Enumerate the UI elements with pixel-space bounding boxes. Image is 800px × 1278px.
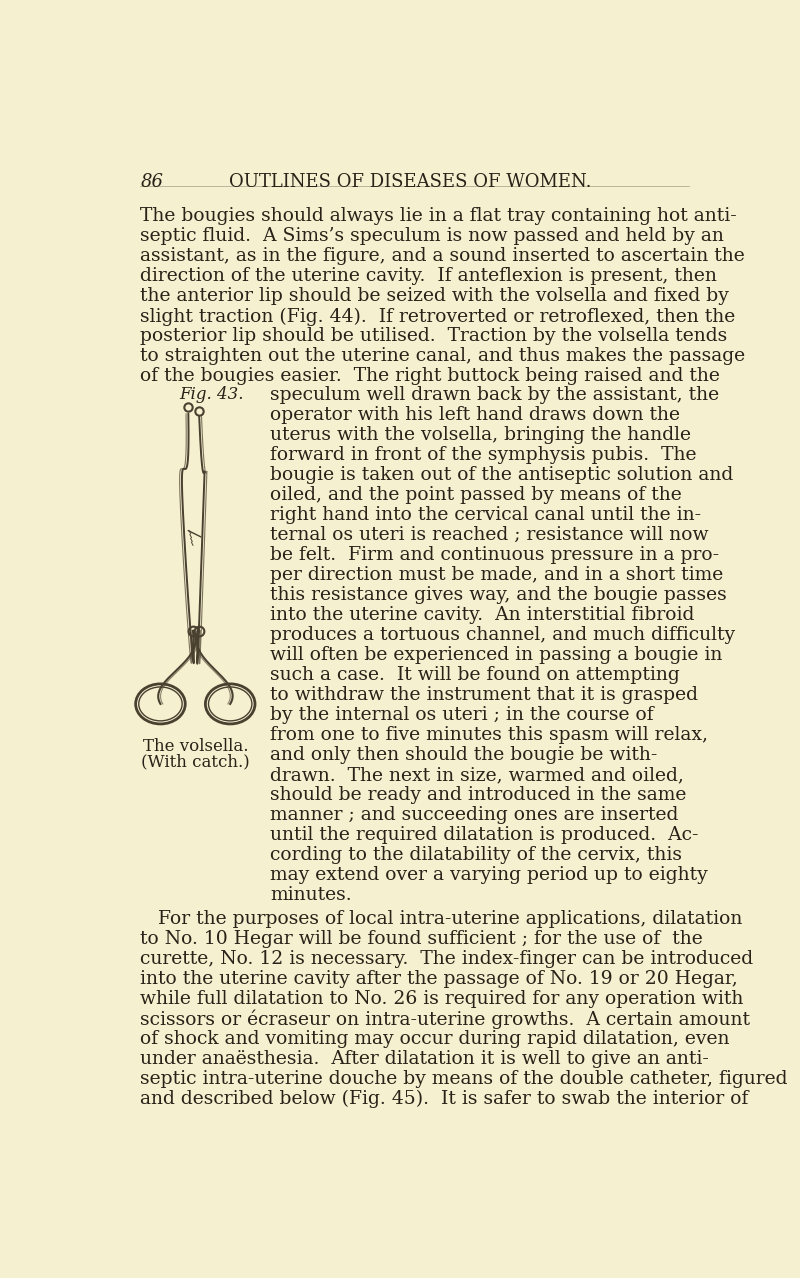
Text: from one to five minutes this spasm will relax,: from one to five minutes this spasm will… bbox=[270, 726, 709, 744]
Text: drawn.  The next in size, warmed and oiled,: drawn. The next in size, warmed and oile… bbox=[270, 767, 684, 785]
Text: while full dilatation to No. 26 is required for any operation with: while full dilatation to No. 26 is requi… bbox=[140, 989, 744, 1007]
Text: such a case.  It will be found on attempting: such a case. It will be found on attempt… bbox=[270, 666, 680, 684]
Text: operator with his left hand draws down the: operator with his left hand draws down t… bbox=[270, 406, 681, 424]
Text: the anterior lip should be seized with the volsella and fixed by: the anterior lip should be seized with t… bbox=[140, 288, 729, 305]
Text: by the internal os uteri ; in the course of: by the internal os uteri ; in the course… bbox=[270, 707, 654, 725]
Text: and only then should the bougie be with-: and only then should the bougie be with- bbox=[270, 746, 658, 764]
Text: slight traction (Fig. 44).  If retroverted or retroflexed, then the: slight traction (Fig. 44). If retroverte… bbox=[140, 308, 735, 326]
Text: OUTLINES OF DISEASES OF WOMEN.: OUTLINES OF DISEASES OF WOMEN. bbox=[229, 174, 591, 192]
Text: forward in front of the symphysis pubis.  The: forward in front of the symphysis pubis.… bbox=[270, 446, 697, 464]
Text: (With catch.): (With catch.) bbox=[141, 753, 250, 771]
Text: cording to the dilatability of the cervix, this: cording to the dilatability of the cervi… bbox=[270, 846, 682, 864]
Text: posterior lip should be utilised.  Traction by the volsella tends: posterior lip should be utilised. Tracti… bbox=[140, 327, 727, 345]
Text: produces a tortuous channel, and much difficulty: produces a tortuous channel, and much di… bbox=[270, 626, 736, 644]
Text: into the uterine cavity.  An interstitial fibroid: into the uterine cavity. An interstitial… bbox=[270, 606, 695, 624]
Text: to No. 10 Hegar will be found sufficient ; for the use of  the: to No. 10 Hegar will be found sufficient… bbox=[140, 929, 703, 947]
Text: of the bougies easier.  The right buttock being raised and the: of the bougies easier. The right buttock… bbox=[140, 367, 720, 386]
Text: this resistance gives way, and the bougie passes: this resistance gives way, and the bougi… bbox=[270, 587, 727, 604]
Text: should be ready and introduced in the same: should be ready and introduced in the sa… bbox=[270, 786, 687, 804]
Text: per direction must be made, and in a short time: per direction must be made, and in a sho… bbox=[270, 566, 724, 584]
Text: to straighten out the uterine canal, and thus makes the passage: to straighten out the uterine canal, and… bbox=[140, 348, 746, 366]
Text: Fig. 43.: Fig. 43. bbox=[179, 386, 243, 403]
Text: minutes.: minutes. bbox=[270, 887, 352, 905]
Text: be felt.  Firm and continuous pressure in a pro-: be felt. Firm and continuous pressure in… bbox=[270, 546, 720, 564]
Text: right hand into the cervical canal until the in-: right hand into the cervical canal until… bbox=[270, 506, 702, 524]
Text: The volsella.: The volsella. bbox=[142, 737, 248, 755]
Text: septic fluid.  A Sims’s speculum is now passed and held by an: septic fluid. A Sims’s speculum is now p… bbox=[140, 227, 724, 245]
Text: oiled, and the point passed by means of the: oiled, and the point passed by means of … bbox=[270, 486, 682, 504]
Text: The bougies should always lie in a flat tray containing hot anti-: The bougies should always lie in a flat … bbox=[140, 207, 737, 225]
Text: to withdraw the instrument that it is grasped: to withdraw the instrument that it is gr… bbox=[270, 686, 698, 704]
Text: assistant, as in the figure, and a sound inserted to ascertain the: assistant, as in the figure, and a sound… bbox=[140, 248, 745, 266]
Text: speculum well drawn back by the assistant, the: speculum well drawn back by the assistan… bbox=[270, 386, 720, 404]
Text: until the required dilatation is produced.  Ac-: until the required dilatation is produce… bbox=[270, 827, 699, 845]
Text: under anaësthesia.  After dilatation it is well to give an anti-: under anaësthesia. After dilatation it i… bbox=[140, 1049, 709, 1067]
Text: direction of the uterine cavity.  If anteflexion is present, then: direction of the uterine cavity. If ante… bbox=[140, 267, 717, 285]
Text: into the uterine cavity after the passage of No. 19 or 20 Hegar,: into the uterine cavity after the passag… bbox=[140, 970, 738, 988]
Text: curette, No. 12 is necessary.  The index-finger can be introduced: curette, No. 12 is necessary. The index-… bbox=[140, 950, 754, 967]
Text: scissors or écraseur on intra-uterine growths.  A certain amount: scissors or écraseur on intra-uterine gr… bbox=[140, 1010, 750, 1029]
Text: and described below (Fig. 45).  It is safer to swab the interior of: and described below (Fig. 45). It is saf… bbox=[140, 1090, 749, 1108]
Text: septic intra-uterine douche by means of the double catheter, figured: septic intra-uterine douche by means of … bbox=[140, 1070, 788, 1088]
Text: may extend over a varying period up to eighty: may extend over a varying period up to e… bbox=[270, 866, 708, 884]
Text: ternal os uteri is reached ; resistance will now: ternal os uteri is reached ; resistance … bbox=[270, 527, 709, 544]
Text: bougie is taken out of the antiseptic solution and: bougie is taken out of the antiseptic so… bbox=[270, 466, 734, 484]
Text: of shock and vomiting may occur during rapid dilatation, even: of shock and vomiting may occur during r… bbox=[140, 1030, 730, 1048]
Text: will often be experienced in passing a bougie in: will often be experienced in passing a b… bbox=[270, 647, 723, 665]
Text: 86: 86 bbox=[140, 174, 163, 192]
Text: uterus with the volsella, bringing the handle: uterus with the volsella, bringing the h… bbox=[270, 426, 691, 443]
Text: For the purposes of local intra-uterine applications, dilatation: For the purposes of local intra-uterine … bbox=[140, 910, 742, 928]
Text: manner ; and succeeding ones are inserted: manner ; and succeeding ones are inserte… bbox=[270, 806, 679, 824]
